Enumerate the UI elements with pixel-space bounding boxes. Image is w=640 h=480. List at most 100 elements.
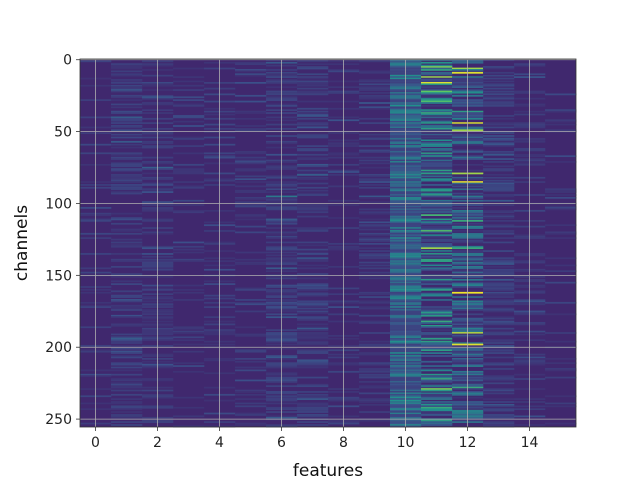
heatmap-cell	[359, 97, 391, 100]
heatmap-cell	[483, 84, 515, 87]
heatmap-cell	[421, 139, 453, 142]
heatmap-cell	[297, 93, 329, 96]
heatmap-cell	[111, 222, 143, 225]
heatmap-cell	[483, 375, 515, 377]
heatmap-cell	[545, 264, 577, 267]
heatmap-cell	[359, 264, 391, 267]
heatmap-cell	[421, 352, 453, 354]
heatmap-cell	[235, 63, 267, 66]
heatmap-cell	[483, 266, 515, 268]
heatmap-cell	[483, 181, 515, 183]
heatmap-cell	[421, 155, 453, 158]
heatmap-cell	[173, 406, 205, 409]
heatmap-cell	[421, 74, 453, 77]
heatmap-cell	[359, 197, 391, 199]
heatmap-cell	[111, 179, 143, 182]
heatmap-cell	[297, 211, 329, 214]
heatmap-cell	[297, 312, 329, 314]
heatmap-cell	[359, 70, 391, 73]
heatmap-cell	[483, 310, 515, 313]
heatmap-cell	[421, 287, 453, 290]
heatmap-cell	[173, 115, 205, 117]
heatmap-cell	[235, 389, 267, 392]
heatmap-cell	[421, 326, 453, 329]
heatmap-cell	[235, 414, 267, 416]
heatmap-cell	[421, 148, 453, 150]
heatmap-cell	[545, 123, 577, 126]
heatmap-cell	[545, 362, 577, 365]
heatmap-cell	[173, 199, 205, 202]
heatmap-cell	[297, 133, 329, 136]
heatmap-cell	[483, 142, 515, 145]
heatmap-cell	[111, 110, 143, 113]
heatmap-cell	[111, 363, 143, 366]
heatmap-cell	[421, 281, 453, 284]
heatmap-cell	[483, 136, 515, 139]
heatmap-cell	[421, 218, 453, 221]
heatmap-cell	[483, 132, 515, 135]
heatmap-cell	[297, 398, 329, 400]
heatmap-cell	[545, 191, 577, 193]
heatmap-cell	[421, 379, 453, 382]
heatmap-cell	[111, 339, 143, 342]
heatmap-cell	[111, 340, 143, 343]
heatmap-cell	[111, 73, 143, 76]
heatmap-cell	[111, 324, 143, 327]
heatmap-cell	[111, 316, 143, 319]
heatmap-cell	[111, 112, 143, 114]
heatmap-cell	[297, 208, 329, 211]
heatmap-cell	[173, 99, 205, 101]
y-tick-label: 150	[45, 268, 72, 284]
heatmap-cell	[421, 153, 453, 156]
heatmap-cell	[297, 204, 329, 206]
heatmap-cell	[421, 179, 453, 182]
heatmap-cell	[297, 122, 329, 124]
heatmap-cell	[235, 128, 267, 130]
heatmap-cell	[297, 273, 329, 275]
heatmap-cell	[297, 153, 329, 156]
heatmap-cell	[297, 294, 329, 297]
heatmap-cell	[235, 100, 267, 103]
heatmap-cell	[483, 307, 515, 310]
heatmap-cell	[483, 214, 515, 216]
heatmap-cell	[421, 398, 453, 400]
heatmap-cell	[111, 153, 143, 156]
heatmap-cell	[173, 327, 205, 330]
heatmap-cell	[421, 93, 453, 96]
heatmap-cell	[297, 251, 329, 254]
heatmap-cell	[111, 244, 143, 247]
heatmap-cell	[297, 336, 329, 339]
heatmap-cell	[483, 356, 515, 359]
heatmap-cell	[421, 392, 453, 395]
heatmap-cell	[421, 188, 453, 191]
heatmap-cell	[297, 253, 329, 255]
heatmap-cell	[421, 113, 453, 116]
heatmap-cell	[483, 322, 515, 324]
heatmap-cell	[297, 326, 329, 329]
heatmap-cell	[359, 102, 391, 104]
heatmap-cell	[421, 314, 453, 317]
heatmap-cell	[359, 106, 391, 109]
heatmap-cell	[173, 163, 205, 166]
heatmap-cell	[235, 225, 267, 228]
heatmap-cell	[421, 165, 453, 168]
heatmap-cell	[483, 115, 515, 117]
heatmap-cell	[421, 388, 453, 390]
heatmap-cell	[297, 284, 329, 287]
heatmap-cell	[421, 320, 453, 323]
heatmap-cell	[111, 140, 143, 143]
heatmap-cell	[483, 287, 515, 290]
heatmap-cell	[235, 201, 267, 204]
heatmap-cell	[421, 133, 453, 136]
heatmap-cell	[359, 80, 391, 83]
heatmap-cell	[421, 421, 453, 423]
heatmap-cell	[483, 421, 515, 423]
heatmap-cell	[111, 398, 143, 400]
heatmap-cell	[421, 264, 453, 267]
y-tick-label: 100	[45, 196, 72, 212]
heatmap-cell	[483, 293, 515, 296]
heatmap-cell	[235, 110, 267, 113]
heatmap-cell	[421, 73, 453, 76]
heatmap-cell	[297, 329, 329, 331]
heatmap-cell	[297, 376, 329, 379]
